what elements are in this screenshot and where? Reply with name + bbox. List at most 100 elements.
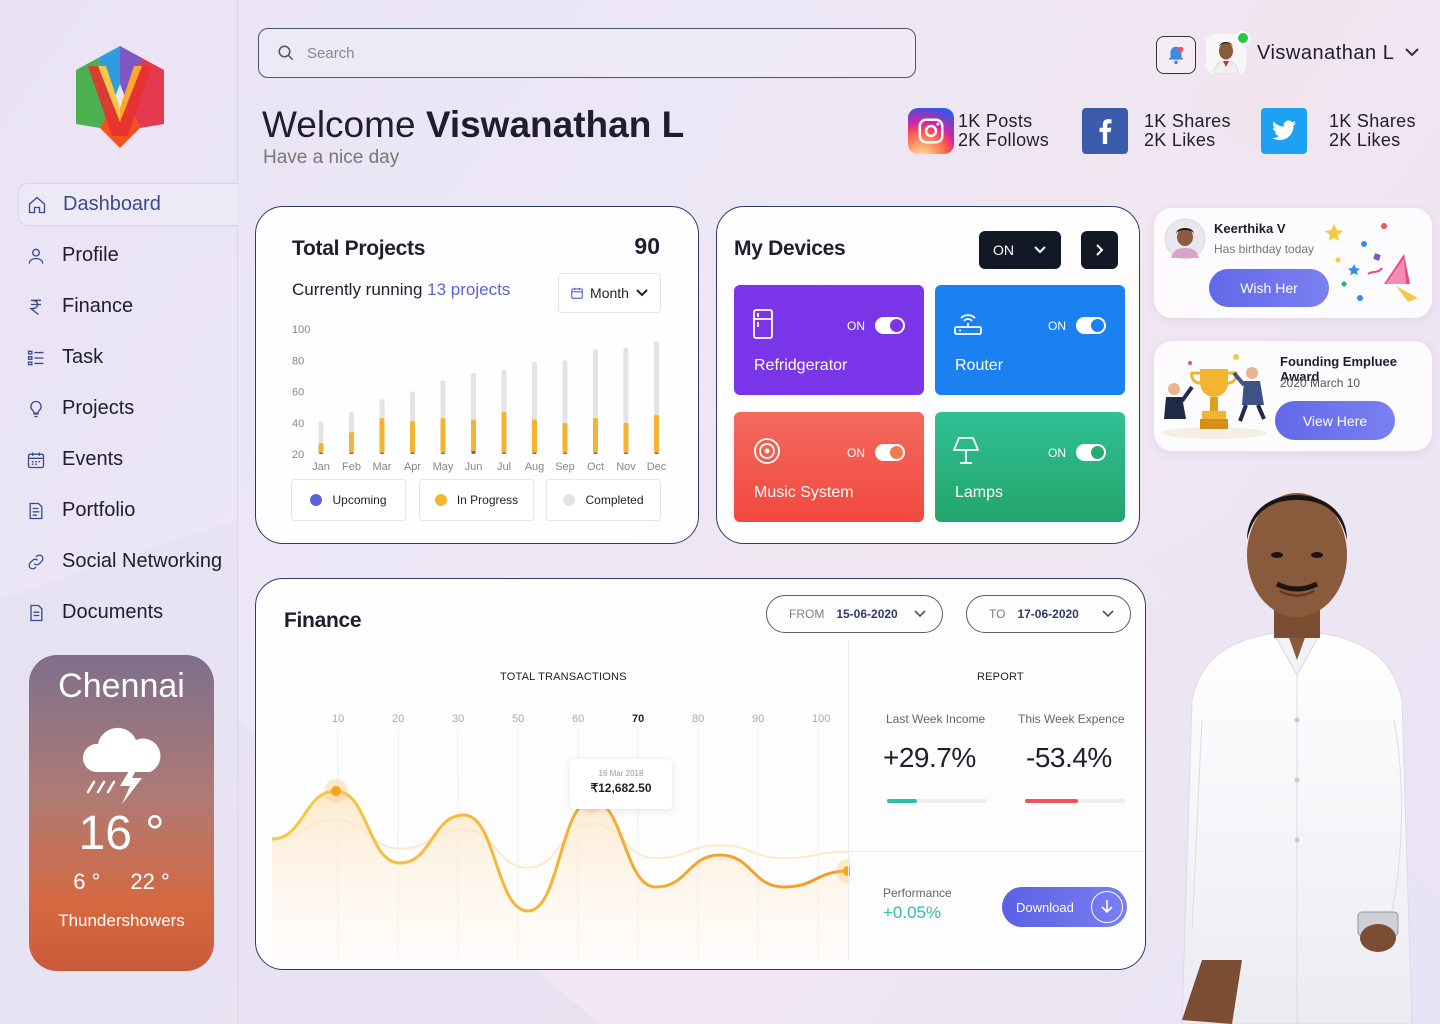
bar-upcoming[interactable] xyxy=(471,450,476,454)
sidebar-item-profile[interactable]: Profile xyxy=(18,234,238,277)
next-button[interactable] xyxy=(1081,231,1118,269)
bar-progress[interactable] xyxy=(654,414,659,454)
sidebar-item-social-networking[interactable]: Social Networking xyxy=(18,540,238,583)
sidebar-item-label: Task xyxy=(62,346,104,368)
bar-upcoming[interactable] xyxy=(441,452,445,454)
transactions-title: TOTAL TRANSACTIONS xyxy=(500,671,627,683)
x-tick-label: 70 xyxy=(632,713,645,725)
to-date-select[interactable]: TO 17-06-2020 xyxy=(966,595,1131,633)
x-tick-label: Sep xyxy=(555,461,575,473)
sidebar-item-finance[interactable]: Finance xyxy=(18,285,238,328)
x-tick-label: 100 xyxy=(812,713,831,725)
speaker-icon xyxy=(754,438,780,464)
bar-upcoming[interactable] xyxy=(532,452,537,454)
bar-upcoming[interactable] xyxy=(654,452,659,454)
search-input[interactable] xyxy=(307,44,867,62)
device-state: ON xyxy=(1048,319,1066,333)
facebook-stats[interactable]: 1K Shares 2K Likes xyxy=(1082,108,1231,154)
download-button[interactable]: Download xyxy=(1002,887,1127,927)
chevron-down-icon[interactable] xyxy=(1404,46,1420,58)
instagram-follows: 2K Follows xyxy=(958,130,1050,150)
sidebar-item-label: Events xyxy=(62,448,124,470)
transactions-line xyxy=(272,789,849,913)
x-tick-label: 10 xyxy=(332,713,345,725)
download-label: Download xyxy=(1016,899,1074,915)
sidebar-item-events[interactable]: Events xyxy=(18,438,238,481)
bar-progress[interactable] xyxy=(471,419,476,454)
sidebar-item-task[interactable]: Task xyxy=(18,336,238,379)
instagram-stats[interactable]: 1K Posts 2K Follows xyxy=(908,108,1049,154)
link-icon xyxy=(26,552,46,572)
facebook-icon xyxy=(1082,108,1128,154)
sidebar-item-documents[interactable]: Documents xyxy=(18,591,238,634)
twitter-stat-text: 1K Shares 2K Likes xyxy=(1329,112,1416,150)
device-toggle[interactable] xyxy=(1076,317,1106,334)
bar-progress[interactable] xyxy=(532,419,537,454)
view-here-button[interactable]: View Here xyxy=(1275,401,1395,440)
bar-progress[interactable] xyxy=(440,418,446,454)
bar-upcoming[interactable] xyxy=(349,452,354,454)
device-state: ON xyxy=(847,446,865,460)
master-switch-select[interactable]: ON xyxy=(979,231,1061,269)
fridge-icon xyxy=(753,309,773,339)
finance-card: Finance FROM 15-06-2020 TO 17-06-2020 TO… xyxy=(255,578,1146,970)
projects-running: Currently running 13 projects xyxy=(292,280,510,300)
period-select[interactable]: Month xyxy=(558,273,661,313)
device-name: Router xyxy=(955,357,1004,374)
bar-upcoming[interactable] xyxy=(410,452,415,454)
bar-progress[interactable] xyxy=(349,432,354,454)
bar-progress[interactable] xyxy=(623,422,629,454)
device-music-system[interactable]: ON Music System xyxy=(734,412,924,522)
bar-progress[interactable] xyxy=(593,418,598,454)
legend-label: Upcoming xyxy=(332,493,387,507)
bar-progress[interactable] xyxy=(562,422,568,454)
chevron-down-icon xyxy=(914,610,926,618)
bar-upcoming[interactable] xyxy=(502,452,506,454)
legend-upcoming[interactable]: Upcoming xyxy=(291,479,406,521)
device-toggle[interactable] xyxy=(875,317,905,334)
sidebar-item-projects[interactable]: Projects xyxy=(18,387,238,430)
welcome-subtitle: Have a nice day xyxy=(263,147,400,168)
sidebar-item-portfolio[interactable]: Portfolio xyxy=(18,489,238,532)
expense-label: This Week Expence xyxy=(1018,712,1125,726)
sidebar-item-label: Social Networking xyxy=(62,550,223,572)
trophy-icon xyxy=(1162,354,1266,439)
bar-progress[interactable] xyxy=(410,421,415,454)
y-tick-label: 100 xyxy=(292,324,310,336)
sidebar-item-label: Documents xyxy=(62,601,164,623)
birthday-note: Has birthday today xyxy=(1214,242,1315,256)
bar-progress[interactable] xyxy=(318,443,324,454)
bar-progress[interactable] xyxy=(379,418,385,454)
device-refrigerator[interactable]: ON Refridgerator xyxy=(734,285,924,395)
bar-progress[interactable] xyxy=(501,411,507,454)
data-point[interactable] xyxy=(331,786,341,796)
device-toggle[interactable] xyxy=(875,444,905,461)
card-title: Finance xyxy=(284,609,362,632)
master-state: ON xyxy=(993,242,1014,258)
v-logo[interactable] xyxy=(70,44,170,150)
welcome-prefix: Welcome xyxy=(262,104,416,145)
twitter-stats[interactable]: 1K Shares 2K Likes xyxy=(1261,108,1416,154)
legend-completed[interactable]: Completed xyxy=(546,479,661,521)
tooltip-date: 16 Mar 2018 xyxy=(598,769,644,778)
x-tick-label: Jan xyxy=(312,461,330,473)
bar-upcoming[interactable] xyxy=(593,452,598,454)
legend-in-progress[interactable]: In Progress xyxy=(419,479,534,521)
weather-low: 6 ° xyxy=(73,869,101,894)
wish-her-button[interactable]: Wish Her xyxy=(1209,269,1329,307)
device-toggle[interactable] xyxy=(1076,444,1106,461)
bar-upcoming[interactable] xyxy=(319,452,323,454)
device-router[interactable]: ON Router xyxy=(935,285,1125,395)
user-name[interactable]: Viswanathan L xyxy=(1257,42,1395,64)
notification-button[interactable] xyxy=(1156,36,1196,74)
sidebar-item-dashboard[interactable]: Dashboard xyxy=(18,183,238,226)
y-tick-label: 80 xyxy=(292,355,304,367)
from-date-select[interactable]: FROM 15-06-2020 xyxy=(766,595,943,633)
twitter-shares: 1K Shares xyxy=(1329,111,1416,131)
bar-upcoming[interactable] xyxy=(563,452,567,454)
device-lamps[interactable]: ON Lamps xyxy=(935,412,1125,522)
x-tick-label: 20 xyxy=(392,713,405,725)
sidebar-item-label: Dashboard xyxy=(63,193,161,215)
bar-upcoming[interactable] xyxy=(380,452,384,454)
bar-upcoming[interactable] xyxy=(624,452,628,454)
